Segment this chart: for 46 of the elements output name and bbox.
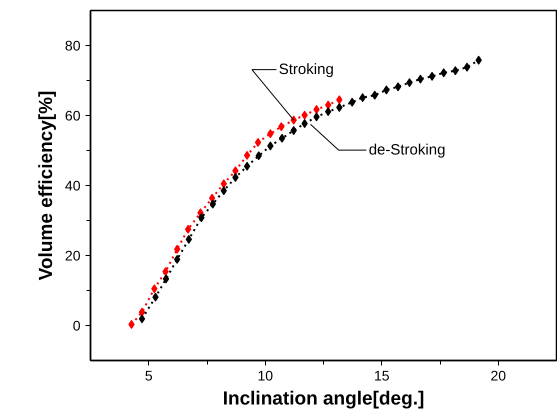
point [336,95,343,104]
point [313,105,320,114]
point [267,129,274,138]
x-tick-label: 10 [257,368,274,384]
y-tick-label: 20 [64,248,81,264]
annotation: Stroking [278,61,334,78]
point [184,224,192,234]
point [244,162,250,171]
point [464,62,470,72]
point [232,172,239,182]
x-tick-label: 5 [144,368,153,384]
point [348,98,356,107]
x-tick-label: 20 [490,368,506,384]
point [151,284,158,294]
y-tick-label: 80 [64,38,81,54]
point [359,93,366,102]
point [324,100,332,110]
point [313,112,320,122]
point [383,85,390,94]
y-tick-label: 40 [64,178,81,194]
point [394,82,402,92]
y-tick-label: 60 [64,108,81,124]
point [301,119,308,128]
point [406,78,413,88]
point [417,74,424,84]
point [244,150,250,160]
y-tick-label: 0 [72,318,81,334]
point [278,134,286,143]
point [162,274,170,284]
point [267,141,274,150]
point [198,213,205,222]
point [428,72,436,81]
point [301,110,308,120]
point [152,292,159,302]
x-tick-label: 15 [374,368,390,384]
point [254,138,262,147]
point [138,314,146,324]
annotation: de-Stroking [368,142,446,159]
y-axis-title: Volume efficiency[%] [36,90,57,280]
point [336,102,343,112]
point [162,267,169,276]
point [128,320,135,329]
point [452,66,459,76]
point [324,107,332,116]
x-axis-title: Inclination angle[deg.] [222,388,424,410]
point [232,166,239,176]
